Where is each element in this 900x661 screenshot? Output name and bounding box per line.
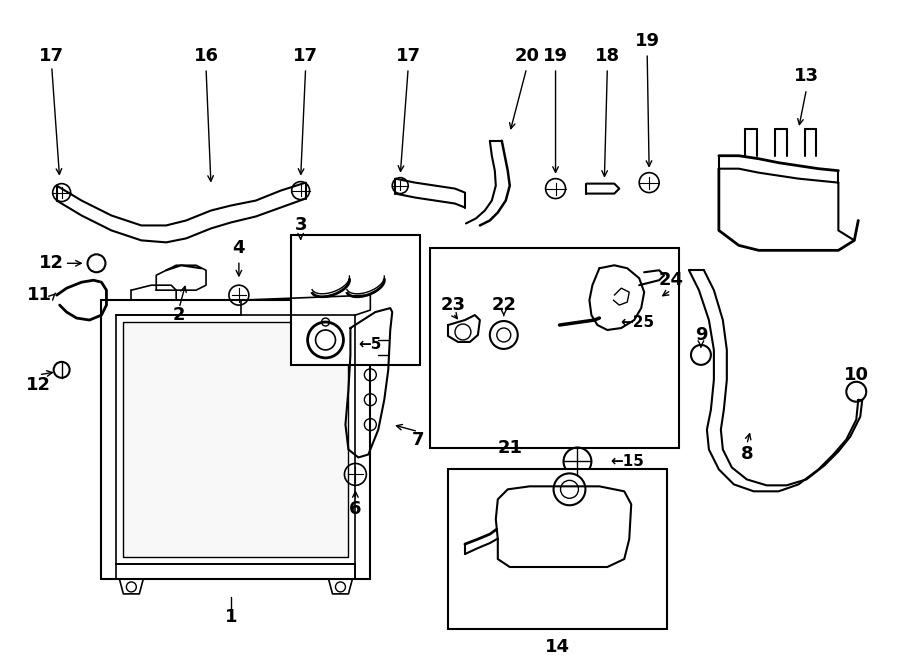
Text: 19: 19 xyxy=(543,47,568,65)
Bar xyxy=(430,249,679,447)
Text: ←25: ←25 xyxy=(620,315,654,330)
Text: 8: 8 xyxy=(741,446,753,463)
Text: 4: 4 xyxy=(232,239,245,257)
Text: 11: 11 xyxy=(27,286,52,304)
Bar xyxy=(102,300,370,579)
Text: 13: 13 xyxy=(794,67,819,85)
Text: 20: 20 xyxy=(514,47,539,65)
Text: ←15: ←15 xyxy=(610,454,644,469)
Text: ←5: ←5 xyxy=(358,337,382,352)
Text: 17: 17 xyxy=(396,47,420,65)
Text: 18: 18 xyxy=(595,47,620,65)
Text: 3: 3 xyxy=(294,216,307,235)
Text: 14: 14 xyxy=(545,638,570,656)
Text: 16: 16 xyxy=(194,47,219,65)
Text: 10: 10 xyxy=(844,366,868,384)
Text: 2: 2 xyxy=(173,306,185,324)
Text: 23: 23 xyxy=(440,296,465,314)
Bar xyxy=(123,322,348,557)
Text: 9: 9 xyxy=(695,326,707,344)
Bar xyxy=(291,235,420,365)
Text: 12: 12 xyxy=(40,254,64,272)
Text: 6: 6 xyxy=(349,500,362,518)
Text: 7: 7 xyxy=(412,430,425,449)
Text: 12: 12 xyxy=(26,375,51,394)
Text: 17: 17 xyxy=(40,47,64,65)
Text: 22: 22 xyxy=(491,296,517,314)
Text: 21: 21 xyxy=(497,438,522,457)
Text: 1: 1 xyxy=(225,608,238,626)
Text: 24: 24 xyxy=(659,271,684,290)
Bar xyxy=(448,469,667,629)
Text: 17: 17 xyxy=(293,47,318,65)
Text: 19: 19 xyxy=(634,32,660,50)
